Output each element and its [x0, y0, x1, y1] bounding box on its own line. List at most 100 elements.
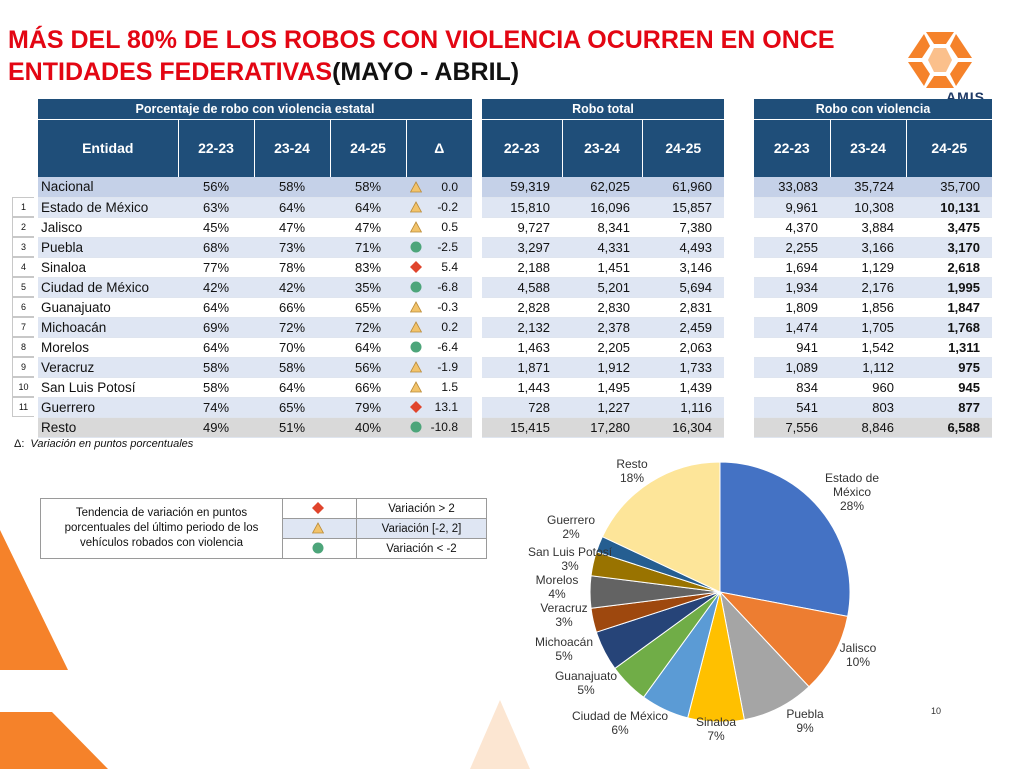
pct-24-25: 64%	[330, 337, 406, 358]
delta-value: 0.2	[441, 320, 458, 334]
pie-slice-value: 9%	[796, 721, 814, 735]
value-cell: 2,205	[562, 337, 642, 358]
page-number: 10	[931, 706, 942, 716]
table-row: 3,297 4,331 4,493	[482, 237, 724, 258]
table-row: 15,415 17,280 16,304	[482, 417, 724, 438]
pct-24-25: 56%	[330, 357, 406, 378]
value-cell: 1,934	[754, 277, 830, 298]
pct-22-23: 63%	[178, 197, 254, 218]
delta-cell: 0.0	[406, 177, 472, 198]
delta-value: -0.3	[437, 300, 458, 314]
pct-22-23: 68%	[178, 237, 254, 258]
entity-name: San Luis Potosí	[38, 377, 178, 398]
delta-value: 0.5	[441, 220, 458, 234]
col-header-23-24: 23-24	[561, 119, 642, 177]
value-cell: 10,308	[830, 197, 906, 218]
value-cell: 5,694	[642, 277, 724, 298]
pie-chart: Estado de México 28% Jalisco 10% Puebla 9% Sina…	[528, 457, 879, 743]
value-cell: 59,319	[482, 177, 562, 198]
pct-23-24: 51%	[254, 417, 330, 438]
delta-value: -1.9	[437, 360, 458, 374]
title-period: (MAYO - ABRIL)	[332, 58, 520, 86]
pct-24-25: 83%	[330, 257, 406, 278]
legend-label-up: Variación > 2	[356, 498, 487, 519]
entity-name: Veracruz	[38, 357, 178, 378]
value-cell: 1,912	[562, 357, 642, 378]
rank-number: 1	[12, 197, 34, 217]
value-cell: 3,166	[830, 237, 906, 258]
delta-cell: -6.8	[406, 277, 472, 298]
pct-24-25: 72%	[330, 317, 406, 338]
pie-slice-label: Jalisco 10%	[840, 641, 877, 669]
value-cell: 2,831	[642, 297, 724, 318]
value-cell: 1,871	[482, 357, 562, 378]
legend-symbol-stable	[282, 518, 357, 539]
table-row: 2,255 3,166 3,170	[754, 237, 992, 258]
table-row: 1,694 1,129 2,618	[754, 257, 992, 278]
legend-label-down: Variación < -2	[356, 538, 487, 559]
value-cell: 1,809	[754, 297, 830, 318]
pie-slice-label: Sinaloa 7%	[696, 715, 736, 743]
pie-slice-value: 4%	[548, 587, 566, 601]
value-cell: 4,493	[642, 237, 724, 258]
table-row: Puebla 68% 73% 71% -2.5	[38, 237, 472, 258]
table-row: 728 1,227 1,116	[482, 397, 724, 418]
table-row: 2,132 2,378 2,459	[482, 317, 724, 338]
value-cell: 4,370	[754, 217, 830, 238]
col-header-24-25: 24-25	[329, 119, 406, 177]
rank-number: 4	[12, 257, 34, 277]
entity-name: Guerrero	[38, 397, 178, 418]
pct-22-23: 74%	[178, 397, 254, 418]
value-cell: 1,463	[482, 337, 562, 358]
table-row: 1,443 1,495 1,439	[482, 377, 724, 398]
value-cell: 945	[906, 377, 992, 398]
table-row: 2,828 2,830 2,831	[482, 297, 724, 318]
pie-slice-label: San Luis Potosí 3%	[528, 545, 613, 573]
table-row: Jalisco 45% 47% 47% 0.5	[38, 217, 472, 238]
pct-24-25: 58%	[330, 177, 406, 198]
value-cell: 1,733	[642, 357, 724, 378]
table-row: 834 960 945	[754, 377, 992, 398]
pct-24-25: 40%	[330, 417, 406, 438]
legend-description: Tendencia de variación en puntos porcent…	[40, 498, 283, 559]
triangle-yellow-icon	[410, 361, 422, 373]
value-cell: 1,451	[562, 257, 642, 278]
delta-cell: 13.1	[406, 397, 472, 418]
pct-23-24: 73%	[254, 237, 330, 258]
triangle-yellow-icon	[410, 321, 422, 333]
value-cell: 1,847	[906, 297, 992, 318]
value-cell: 3,170	[906, 237, 992, 258]
value-cell: 2,830	[562, 297, 642, 318]
delta-cell: -0.3	[406, 297, 472, 318]
pct-23-24: 65%	[254, 397, 330, 418]
value-cell: 1,694	[754, 257, 830, 278]
pie-slice-label: Guanajuato 5%	[555, 669, 617, 697]
table-total: Robo total 22-23 23-24 24-25 59,319 62,02…	[482, 99, 724, 438]
table-row: 9,961 10,308 10,131	[754, 197, 992, 218]
trend-legend: Tendencia de variación en puntos porcent…	[40, 498, 487, 559]
rank-number: 5	[12, 277, 34, 297]
table-row: 7,556 8,846 6,588	[754, 417, 992, 438]
col-header-24-25: 24-25	[641, 119, 724, 177]
delta-value: -6.4	[437, 340, 458, 354]
pct-23-24: 66%	[254, 297, 330, 318]
table-total-title: Robo total	[482, 99, 724, 120]
pct-22-23: 64%	[178, 337, 254, 358]
value-cell: 2,828	[482, 297, 562, 318]
delta-cell: -2.5	[406, 237, 472, 258]
pct-23-24: 42%	[254, 277, 330, 298]
value-cell: 803	[830, 397, 906, 418]
value-cell: 941	[754, 337, 830, 358]
table-row: Guerrero 74% 65% 79% 13.1	[38, 397, 472, 418]
table-row: 1,474 1,705 1,768	[754, 317, 992, 338]
pct-24-25: 47%	[330, 217, 406, 238]
rank-number: 2	[12, 217, 34, 237]
table-row: Guanajuato 64% 66% 65% -0.3	[38, 297, 472, 318]
delta-cell: 0.5	[406, 217, 472, 238]
value-cell: 2,618	[906, 257, 992, 278]
pie-slice-label: Ciudad de México 6%	[572, 709, 668, 737]
table-row: 9,727 8,341 7,380	[482, 217, 724, 238]
pie-slice-value: 7%	[707, 729, 725, 743]
table-row: Resto 49% 51% 40% -10.8	[38, 417, 472, 438]
entity-name: Guanajuato	[38, 297, 178, 318]
